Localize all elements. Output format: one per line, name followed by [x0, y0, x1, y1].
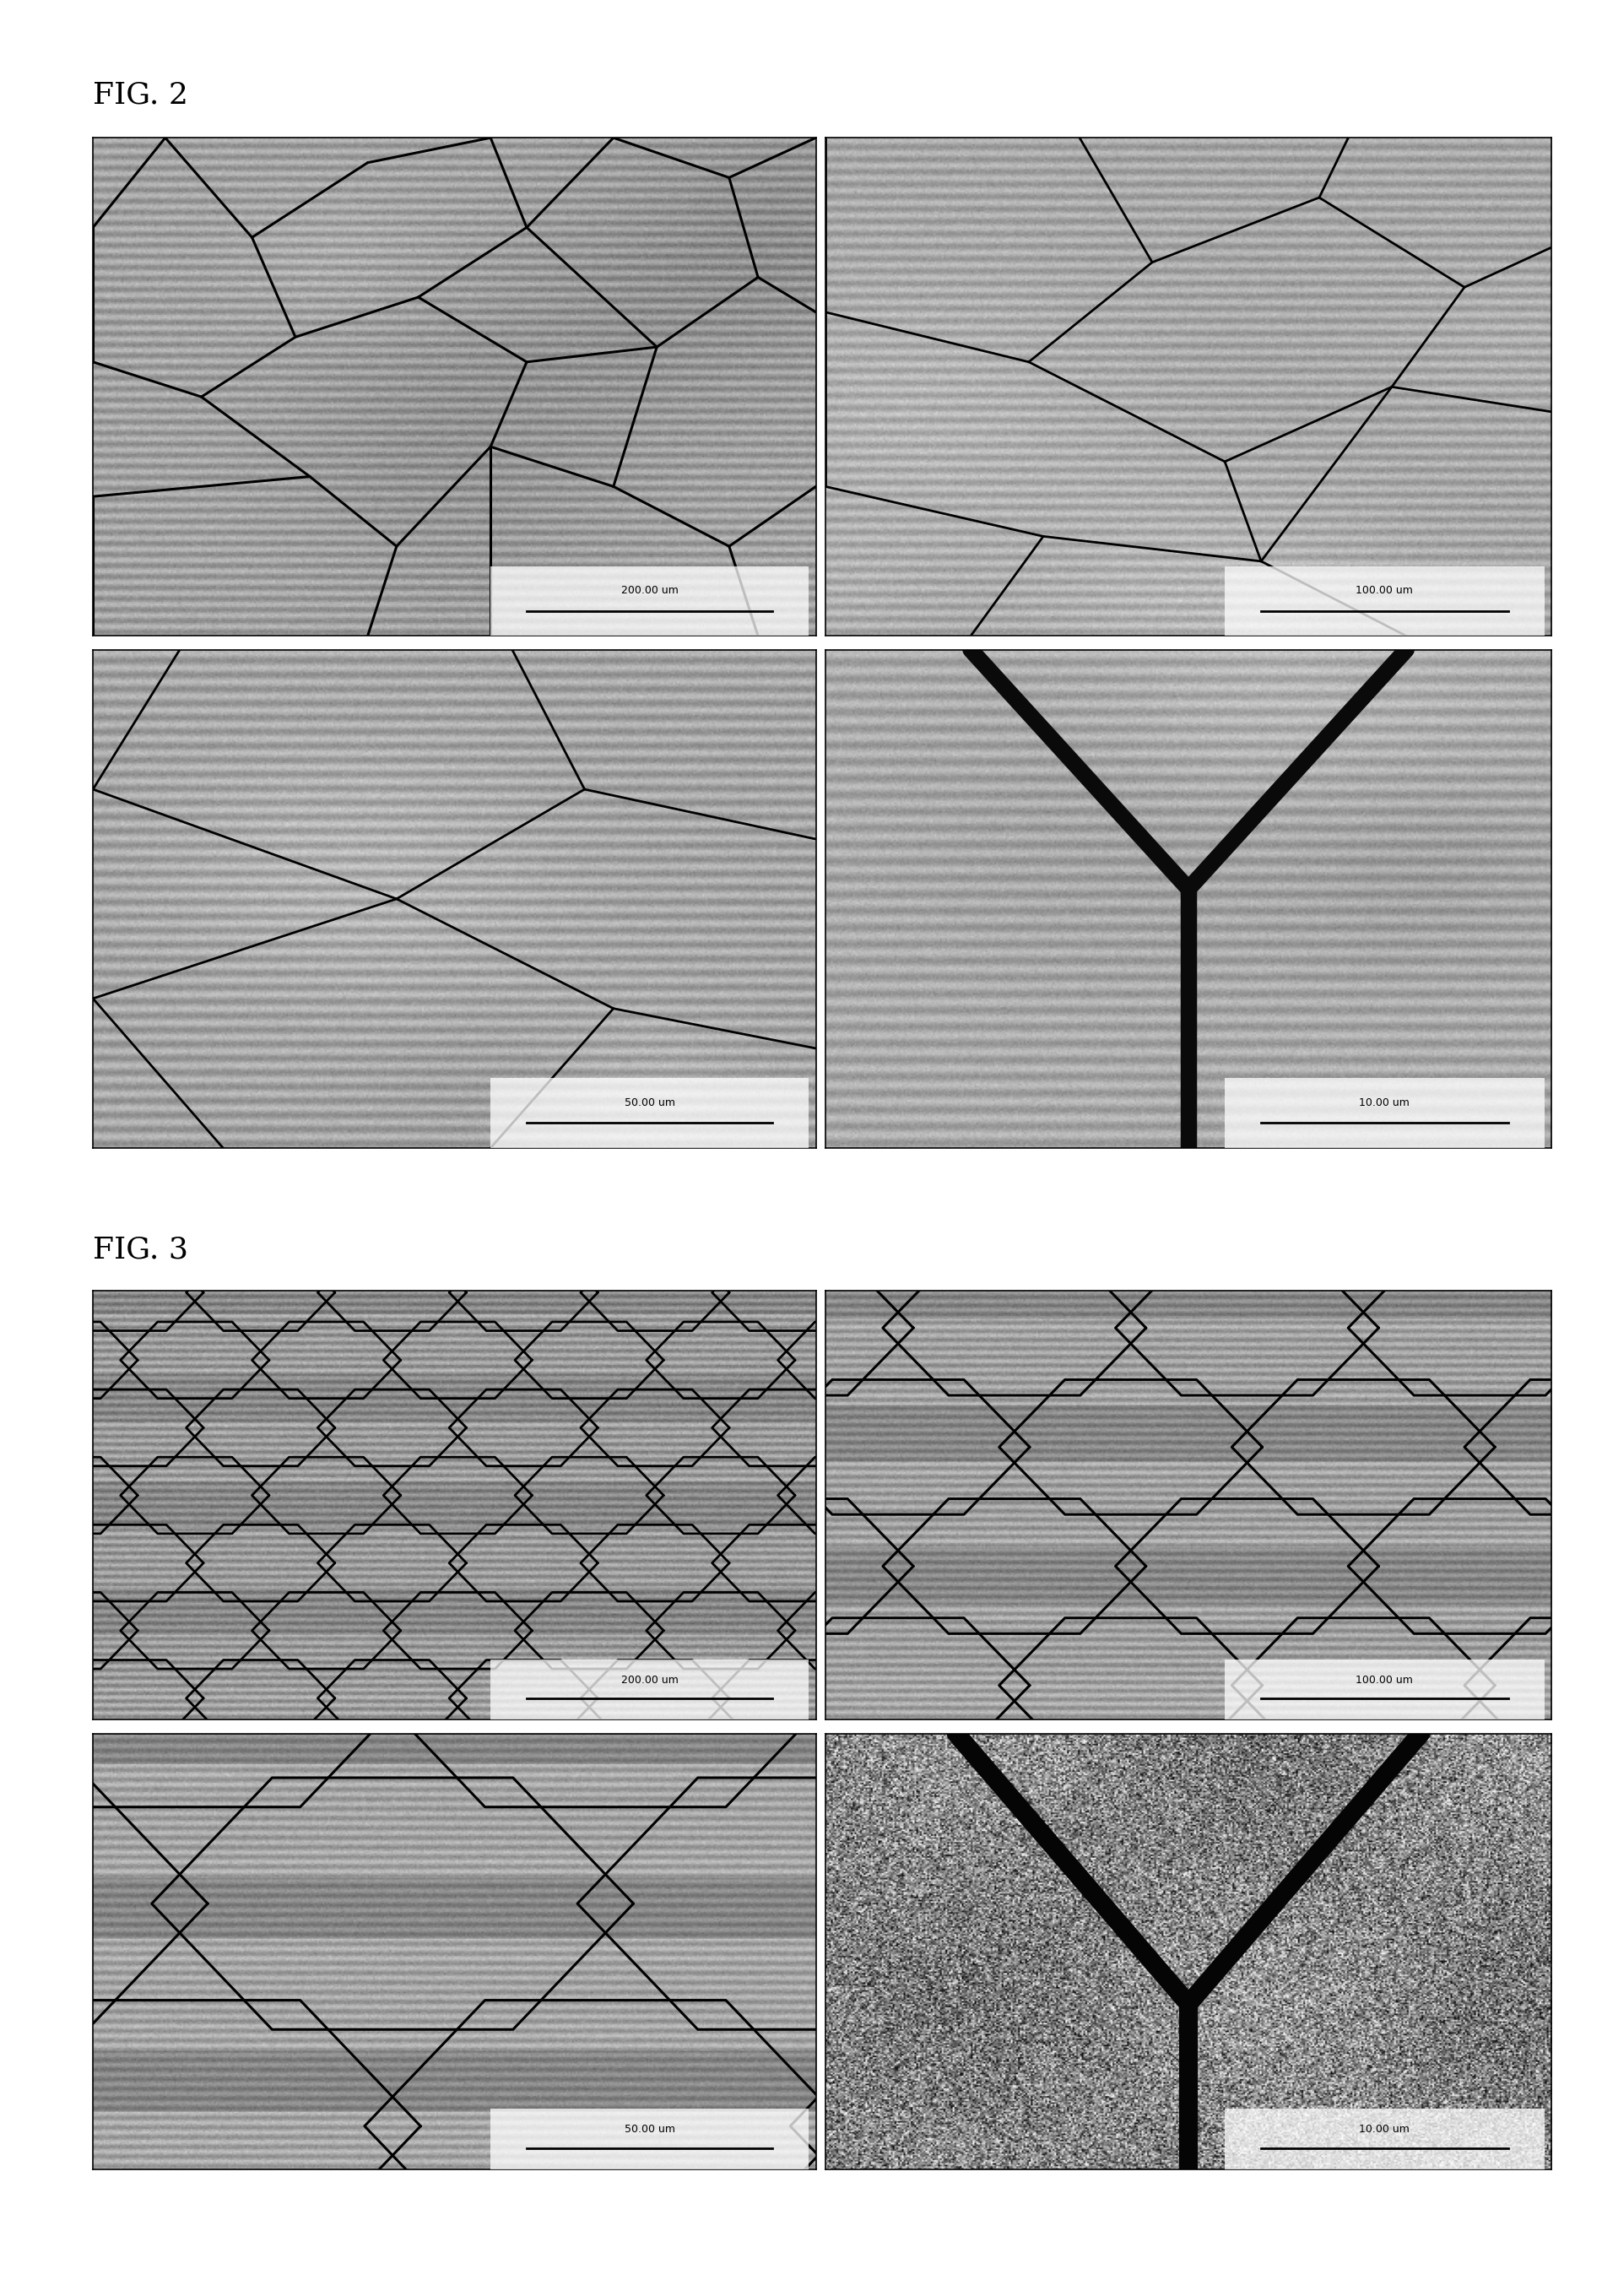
- Bar: [490, 2108, 807, 2170]
- Text: 10.00 um: 10.00 um: [1358, 1097, 1410, 1109]
- Text: 200.00 um: 200.00 um: [620, 1674, 678, 1685]
- Text: 100.00 um: 100.00 um: [1355, 585, 1413, 597]
- Text: 100.00 um: 100.00 um: [1355, 1674, 1413, 1685]
- Bar: [490, 1660, 807, 1720]
- Bar: [490, 1079, 807, 1148]
- Bar: [490, 567, 807, 636]
- Bar: [1224, 567, 1543, 636]
- Text: FIG. 3: FIG. 3: [93, 1235, 189, 1263]
- Text: 200.00 um: 200.00 um: [620, 585, 678, 597]
- Bar: [1224, 2108, 1543, 2170]
- Text: 50.00 um: 50.00 um: [623, 1097, 674, 1109]
- Text: 10.00 um: 10.00 um: [1358, 2124, 1410, 2135]
- Bar: [1224, 1660, 1543, 1720]
- Bar: [1224, 1079, 1543, 1148]
- Text: FIG. 2: FIG. 2: [93, 80, 187, 110]
- Text: 50.00 um: 50.00 um: [623, 2124, 674, 2135]
